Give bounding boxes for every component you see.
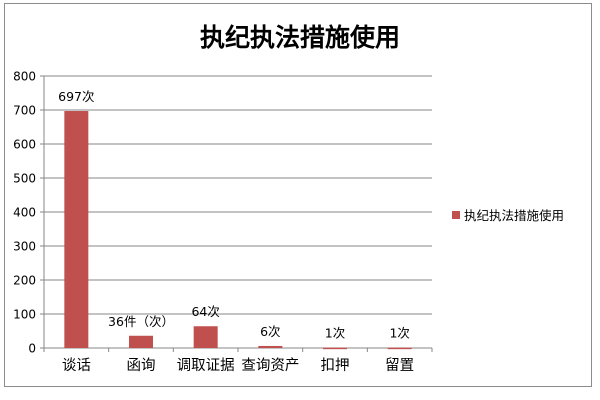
y-tick-label: 0 — [28, 342, 36, 356]
bar — [193, 326, 218, 348]
data-label: 697次 — [58, 89, 94, 104]
y-tick-label: 100 — [13, 308, 36, 322]
legend-label: 执纪执法措施使用 — [464, 208, 564, 223]
x-category-label: 查询资产 — [241, 357, 299, 374]
data-label: 6次 — [260, 324, 280, 339]
x-category-label: 调取证据 — [177, 357, 235, 374]
x-category-label: 函询 — [127, 357, 156, 374]
x-category-label: 谈话 — [62, 357, 91, 374]
bar — [387, 347, 412, 350]
y-tick-label: 400 — [13, 206, 36, 220]
y-tick-label: 200 — [13, 274, 36, 288]
x-category-label: 扣押 — [321, 357, 350, 374]
y-tick-label: 800 — [13, 70, 36, 84]
chart-title: 执纪执法措施使用 — [200, 23, 400, 52]
y-tick-label: 500 — [13, 172, 36, 186]
chart-frame — [4, 3, 592, 387]
x-category-label: 留置 — [385, 357, 414, 374]
data-label: 64次 — [191, 304, 219, 319]
data-label: 1次 — [325, 326, 345, 341]
y-tick-label: 300 — [13, 240, 36, 254]
legend: 执纪执法措施使用 — [452, 208, 564, 223]
bar — [258, 345, 283, 348]
data-label: 36件（次） — [108, 314, 174, 329]
y-tick-label: 600 — [13, 138, 36, 152]
legend-swatch — [452, 211, 460, 219]
y-tick-label: 700 — [13, 104, 36, 118]
bar — [129, 335, 153, 348]
data-label: 1次 — [389, 326, 409, 341]
bar — [64, 111, 89, 349]
bar — [323, 347, 347, 350]
